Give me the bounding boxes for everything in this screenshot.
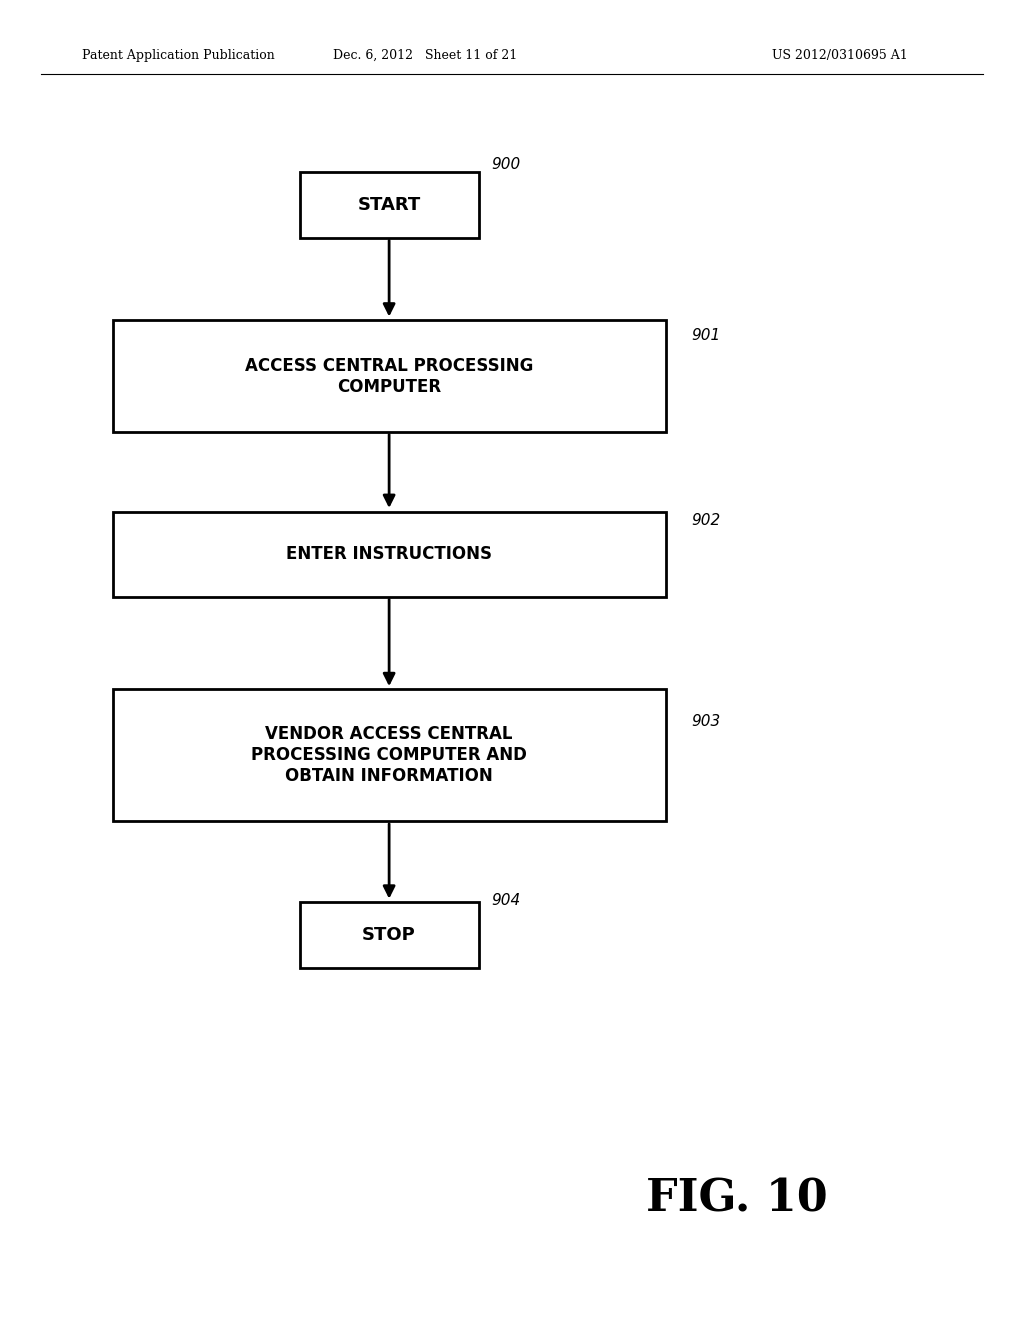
Text: Dec. 6, 2012   Sheet 11 of 21: Dec. 6, 2012 Sheet 11 of 21	[333, 49, 517, 62]
Text: Patent Application Publication: Patent Application Publication	[82, 49, 274, 62]
Text: 901: 901	[691, 329, 721, 343]
Text: START: START	[357, 195, 421, 214]
Text: 903: 903	[691, 714, 721, 729]
Bar	[299, 172, 478, 238]
Text: FIG. 10: FIG. 10	[646, 1177, 828, 1220]
Bar	[113, 689, 666, 821]
Text: 900: 900	[492, 157, 521, 172]
Text: 904: 904	[492, 894, 521, 908]
Text: 902: 902	[691, 513, 721, 528]
Bar	[299, 902, 478, 968]
Text: ACCESS CENTRAL PROCESSING
COMPUTER: ACCESS CENTRAL PROCESSING COMPUTER	[245, 356, 534, 396]
Text: US 2012/0310695 A1: US 2012/0310695 A1	[772, 49, 907, 62]
Text: STOP: STOP	[362, 925, 416, 944]
Text: VENDOR ACCESS CENTRAL
PROCESSING COMPUTER AND
OBTAIN INFORMATION: VENDOR ACCESS CENTRAL PROCESSING COMPUTE…	[251, 725, 527, 785]
Bar	[113, 321, 666, 433]
Text: ENTER INSTRUCTIONS: ENTER INSTRUCTIONS	[286, 545, 493, 564]
Bar	[113, 511, 666, 597]
